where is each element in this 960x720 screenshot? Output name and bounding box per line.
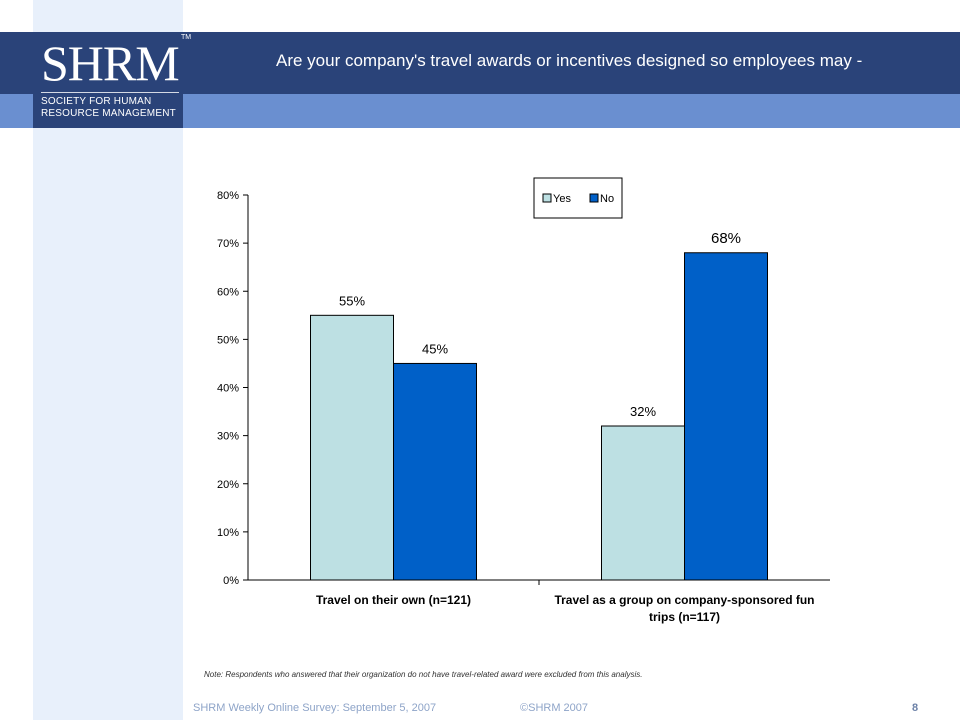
data-label: 68% — [711, 230, 741, 247]
logo-subtitle: SOCIETY FOR HUMAN RESOURCE MANAGEMENT — [41, 96, 176, 119]
page-number: 8 — [912, 702, 919, 714]
bar-no — [393, 362, 477, 581]
y-tick-label: 70% — [217, 238, 239, 250]
logo-divider — [41, 92, 179, 93]
footer-copyright: ©SHRM 2007 — [520, 702, 589, 714]
legend-label-no: No — [600, 193, 614, 205]
logo-letters: SHRM — [41, 35, 180, 91]
category-label: Travel on their own (n=121) — [316, 593, 471, 607]
shrm-logo: SHRM TM SOCIETY FOR HUMAN RESOURCE MANAG… — [33, 32, 191, 128]
legend-swatch-no — [589, 193, 599, 203]
slide-title: Are your company's travel awards or ince… — [276, 51, 863, 70]
bar-yes — [310, 314, 394, 581]
bar-yes — [601, 425, 685, 581]
y-tick-label: 60% — [217, 286, 239, 298]
bar-no — [684, 252, 768, 581]
category-label: trips (n=117) — [649, 610, 720, 624]
legend-label-yes: Yes — [553, 193, 571, 205]
y-tick-label: 50% — [217, 334, 239, 346]
data-label: 55% — [339, 293, 365, 308]
y-tick-label: 10% — [217, 527, 239, 539]
y-tick-label: 20% — [217, 479, 239, 491]
data-label: 32% — [630, 404, 656, 419]
y-tick-label: 80% — [217, 190, 239, 202]
legend-swatch-yes — [542, 193, 552, 203]
data-label: 45% — [422, 341, 448, 356]
footer-survey-label: SHRM Weekly Online Survey: September 5, … — [193, 702, 437, 714]
footnote: Note: Respondents who answered that thei… — [204, 670, 643, 679]
y-tick-label: 30% — [217, 431, 239, 443]
category-label: Travel as a group on company-sponsored f… — [554, 593, 814, 607]
y-tick-label: 0% — [223, 575, 239, 587]
y-tick-label: 40% — [217, 383, 239, 395]
logo-trademark: TM — [181, 34, 192, 41]
